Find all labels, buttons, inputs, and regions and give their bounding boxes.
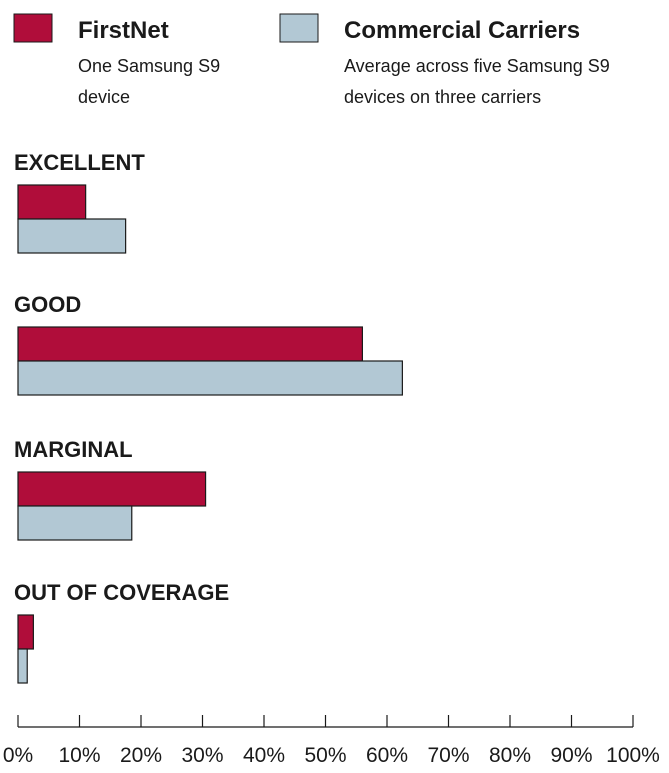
category-label-marginal: MARGINAL xyxy=(14,437,133,462)
x-tick-label-5: 40% xyxy=(243,744,285,767)
x-tick-label-10: 90% xyxy=(550,744,592,767)
x-tick-label-6: 50% xyxy=(304,744,346,767)
bar-out-of-coverage-series-1 xyxy=(17,614,34,650)
legend-series-desc-2-line-1: Average across five Samsung S9 xyxy=(344,56,610,76)
bar-good-series-2 xyxy=(17,360,403,396)
bar-marginal-series-2 xyxy=(17,505,133,541)
category-label-out-of-coverage: OUT OF COVERAGE xyxy=(14,580,229,605)
legend-series-name-1: FirstNet xyxy=(78,17,169,44)
x-tick-label-9: 80% xyxy=(489,744,531,767)
legend-series-desc-2-line-2: devices on three carriers xyxy=(344,87,541,107)
legend-swatch-2 xyxy=(279,13,319,43)
category-label-excellent: EXCELLENT xyxy=(14,150,145,175)
category-label-good: GOOD xyxy=(14,292,81,317)
bar-excellent-series-2 xyxy=(17,218,127,254)
x-tick-label-2: 10% xyxy=(58,744,100,767)
x-tick-label-1: 0% xyxy=(3,744,33,767)
x-tick-label-8: 70% xyxy=(427,744,469,767)
legend-series-name-2: Commercial Carriers xyxy=(344,17,580,44)
legend-swatch-1 xyxy=(13,13,53,43)
legend-series-desc-1-line-2: device xyxy=(78,87,130,107)
x-tick-label-3: 20% xyxy=(120,744,162,767)
bar-excellent-series-1 xyxy=(17,184,87,220)
x-tick-label-7: 60% xyxy=(366,744,408,767)
x-tick-label-4: 30% xyxy=(181,744,223,767)
x-tick-label-11: 100% xyxy=(606,744,660,767)
bar-out-of-coverage-series-2 xyxy=(17,648,28,684)
legend-series-desc-1-line-1: One Samsung S9 xyxy=(78,56,220,76)
bar-good-series-1 xyxy=(17,326,363,362)
bar-marginal-series-1 xyxy=(17,471,207,507)
